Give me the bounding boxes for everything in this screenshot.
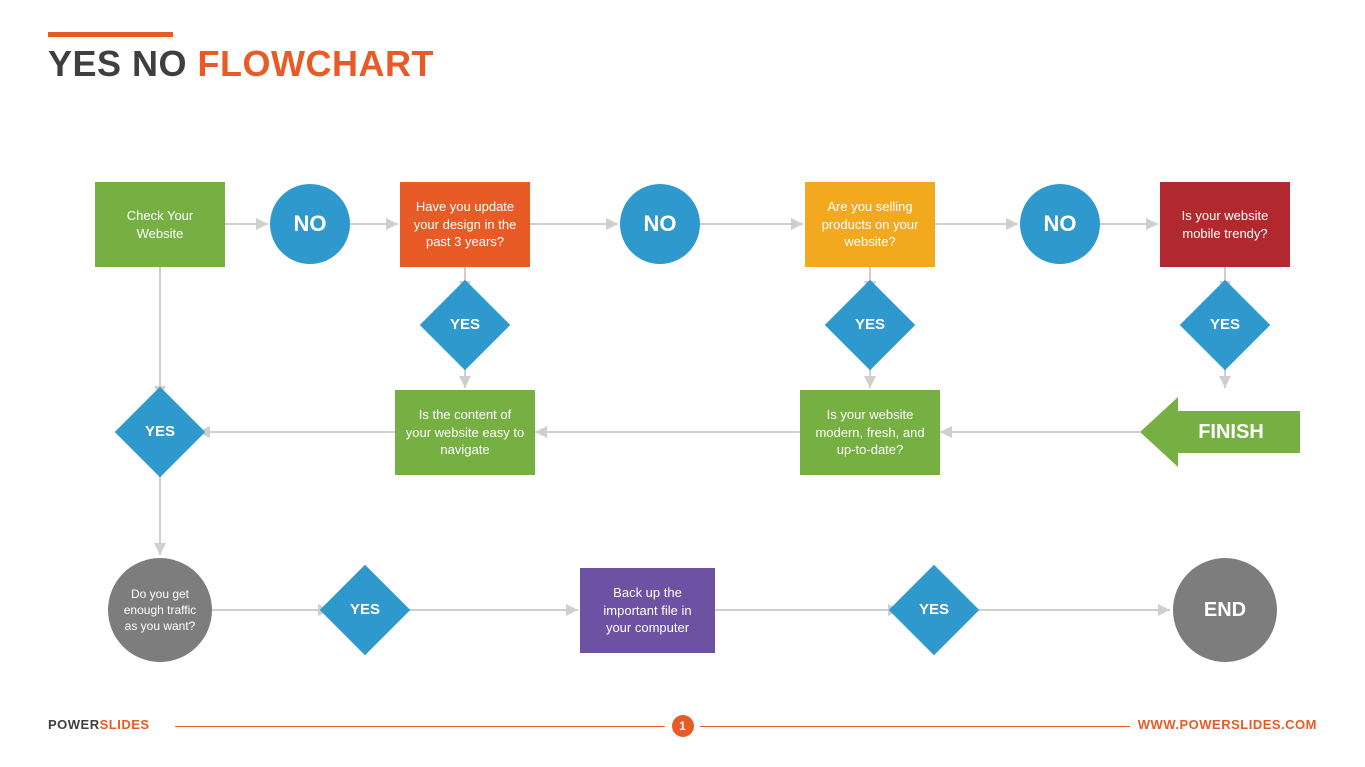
node-q-mobile: Is your website mobile trendy? (1160, 182, 1290, 267)
node-q-modern: Is your website modern, fresh, and up-to… (800, 390, 940, 475)
node-yes-1-label: YES (450, 315, 480, 335)
node-q-selling-label: Are you selling products on your website… (815, 198, 925, 251)
node-yes-row3-2: YES (902, 578, 966, 642)
node-finish-label: FINISH (1198, 421, 1264, 444)
slide-footer: POWERSLIDES 1 WWW.POWERSLIDES.COM (0, 715, 1365, 739)
footer-brand: POWERSLIDES (48, 717, 150, 732)
node-no-2: NO (620, 184, 700, 264)
node-no-1: NO (270, 184, 350, 264)
node-yes-3-label: YES (1210, 315, 1240, 335)
node-finish: FINISH (1140, 397, 1300, 467)
node-yes-row3-2-label: YES (919, 600, 949, 620)
node-q-content-label: Is the content of your website easy to n… (405, 406, 525, 459)
page-number: 1 (679, 719, 686, 733)
node-yes-row3-1: YES (333, 578, 397, 642)
node-yes-2-label: YES (855, 315, 885, 335)
footer-brand-2: SLIDES (100, 717, 150, 732)
footer-brand-1: POWER (48, 717, 100, 732)
node-end-label: END (1204, 597, 1246, 624)
footer-line-left (175, 726, 665, 727)
node-yes-left: YES (128, 400, 192, 464)
node-q-selling: Are you selling products on your website… (805, 182, 935, 267)
node-q-content: Is the content of your website easy to n… (395, 390, 535, 475)
footer-url: WWW.POWERSLIDES.COM (1138, 717, 1317, 732)
page-number-badge: 1 (672, 715, 694, 737)
node-q-traffic: Do you get enough traffic as you want? (108, 558, 212, 662)
node-yes-left-label: YES (145, 422, 175, 442)
node-check-website: Check Your Website (95, 182, 225, 267)
node-q-update: Have you update your design in the past … (400, 182, 530, 267)
footer-line-right (700, 726, 1130, 727)
node-no-3: NO (1020, 184, 1100, 264)
node-q-mobile-label: Is your website mobile trendy? (1170, 207, 1280, 242)
node-backup: Back up the important file in your compu… (580, 568, 715, 653)
node-end: END (1173, 558, 1277, 662)
node-q-traffic-label: Do you get enough traffic as you want? (118, 586, 202, 635)
node-yes-row3-1-label: YES (350, 600, 380, 620)
node-check-website-label: Check Your Website (105, 207, 215, 242)
node-no-1-label: NO (294, 209, 327, 239)
flowchart-canvas: Check Your Website NO Have you update yo… (0, 0, 1365, 767)
node-no-3-label: NO (1044, 209, 1077, 239)
node-q-update-label: Have you update your design in the past … (410, 198, 520, 251)
node-yes-3: YES (1193, 293, 1257, 357)
node-q-modern-label: Is your website modern, fresh, and up-to… (810, 406, 930, 459)
node-backup-label: Back up the important file in your compu… (590, 584, 705, 637)
node-no-2-label: NO (644, 209, 677, 239)
node-yes-2: YES (838, 293, 902, 357)
node-yes-1: YES (433, 293, 497, 357)
